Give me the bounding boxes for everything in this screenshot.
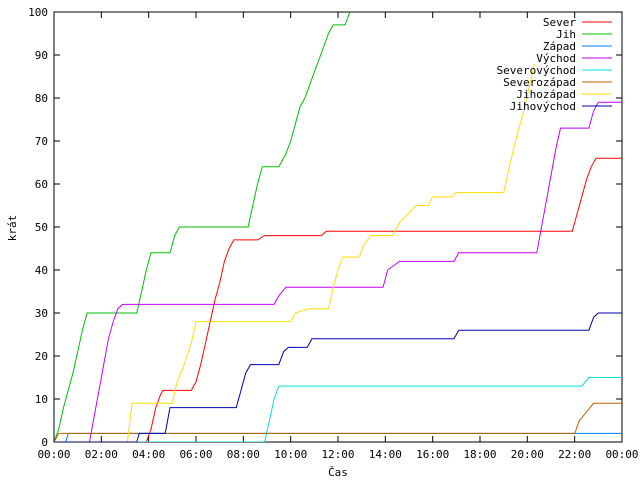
series-line-sever (54, 157, 622, 442)
legend-label-jihovýchod: Jihovýchod (510, 100, 576, 113)
x-tick-label: 22:00 (558, 448, 591, 461)
axis-ticks: 0 10 20 30 40 50 60 70 80 90 100 00:00 02:00 04:00 06:… (28, 6, 638, 461)
x-tick-label: 12:00 (321, 448, 354, 461)
series-line-severozápad (54, 402, 622, 442)
series-line-severovýchod (54, 377, 622, 442)
y-tick-label: 10 (35, 393, 48, 406)
y-tick-label: 90 (35, 49, 48, 62)
y-tick-label: 40 (35, 264, 48, 277)
series-line-jihovýchod (54, 312, 622, 442)
y-tick-label: 60 (35, 178, 48, 191)
y-tick-label: 20 (35, 350, 48, 363)
x-tick-label: 14:00 (369, 448, 402, 461)
series-lines (54, 12, 622, 442)
x-tick-label: 18:00 (463, 448, 496, 461)
x-tick-label: 02:00 (85, 448, 118, 461)
y-axis-title: krát (6, 215, 19, 242)
legend: SeverJihZápadVýchodSeverovýchodSeverozáp… (497, 16, 612, 113)
x-tick-label: 04:00 (132, 448, 165, 461)
y-tick-label: 100 (28, 6, 48, 19)
legend-label-severovýchod: Severovýchod (497, 64, 576, 77)
y-tick-label: 70 (35, 135, 48, 148)
legend-label-severozápad: Severozápad (503, 76, 576, 89)
x-tick-label: 00:00 (37, 448, 70, 461)
series-line-východ (54, 101, 622, 442)
y-tick-label: 50 (35, 221, 48, 234)
series-line-jih (54, 12, 351, 442)
x-tick-label: 16:00 (416, 448, 449, 461)
x-tick-label: 08:00 (227, 448, 260, 461)
y-tick-label: 0 (41, 436, 48, 449)
x-tick-label: 00:00 (605, 448, 638, 461)
legend-label-západ: Západ (543, 40, 576, 53)
legend-label-východ: Východ (536, 52, 576, 65)
legend-label-sever: Sever (543, 16, 576, 29)
x-tick-label: 10:00 (274, 448, 307, 461)
y-tick-label: 30 (35, 307, 48, 320)
series-line-jihozápad (54, 63, 535, 442)
legend-label-jihozápad: Jihozápad (516, 88, 576, 101)
x-tick-label: 06:00 (179, 448, 212, 461)
x-axis-title: Čas (328, 466, 348, 479)
legend-label-jih: Jih (556, 28, 576, 41)
y-tick-label: 80 (35, 92, 48, 105)
x-tick-label: 20:00 (511, 448, 544, 461)
